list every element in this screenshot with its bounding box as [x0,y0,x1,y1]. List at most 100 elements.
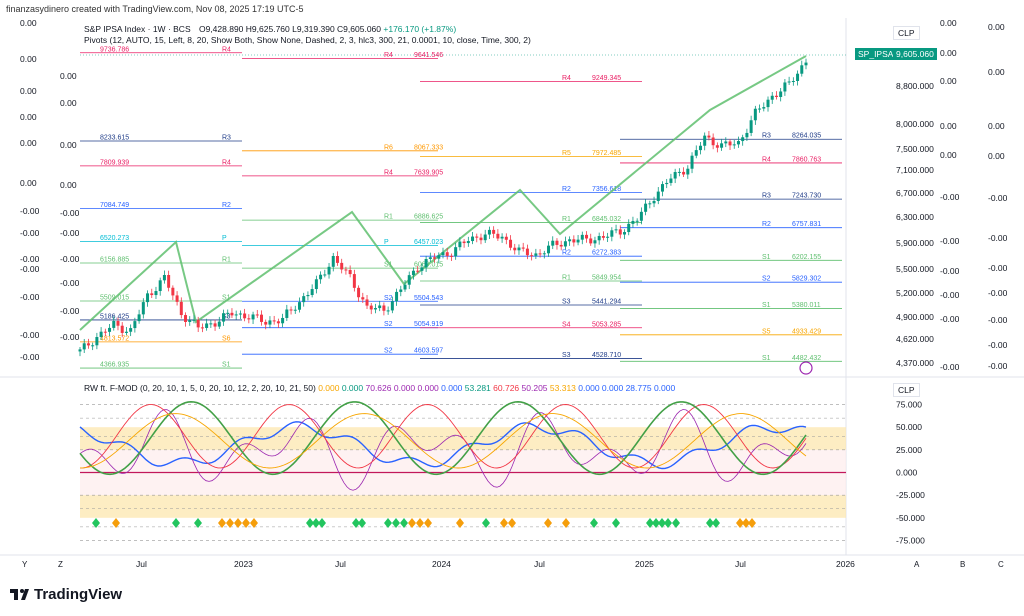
pivot-value: 5504.543 [414,295,443,302]
pivot-value: 4482.432 [792,355,821,362]
price-currency-label: CLP [893,26,920,40]
candle-body [741,137,745,142]
pivot-value: 9736.786 [100,46,129,53]
osc-value-4: 0.000 [415,383,439,393]
candle-body [774,95,778,97]
legend-oscillator[interactable]: RW ft. F-MOD (0, 20, 10, 1, 5, 0, 20, 10… [84,383,675,393]
candle-body [500,236,504,239]
extra-scale-tick: -0.00 [940,192,960,202]
pivots-indicator-label: Pivots (12, AUTO, 15, Left, 8, 20, Show … [84,35,531,45]
price-tick: 6,300.000 [896,212,934,222]
candle-body [167,274,171,288]
candle-body [319,274,323,280]
candle-body [597,236,601,241]
pivot-value: 9249.345 [592,75,621,82]
candle-body [150,293,154,296]
signal-diamond [358,518,366,528]
pivot-value: 4366.935 [100,362,129,369]
candle-body [411,270,415,276]
extra-scale-tick: 0.00 [988,22,1005,32]
signal-diamond [312,518,320,528]
pivot-value: 6272.383 [592,250,621,257]
candle-body [82,343,86,350]
extra-scale-tick: 0.00 [20,86,37,96]
extra-scale-tick: -0.00 [20,292,40,302]
candle-body [787,81,791,83]
candle-body [572,239,576,243]
candle-body [285,309,289,318]
extra-scale-tick: 0.00 [60,180,77,190]
candle-body [496,233,500,239]
extra-scale-tick: 0.00 [940,150,957,160]
candle-body [686,168,690,175]
candle-body [614,229,618,231]
candle-body [445,252,449,256]
candle-body [504,236,508,240]
legend-pivots[interactable]: Pivots (12, AUTO, 15, Left, 8, 20, Show … [84,35,531,45]
candle-body [766,99,770,108]
pivot-value: 9641.546 [414,52,443,59]
pivot-label: R2 [562,250,571,257]
signal-diamond [706,518,714,528]
candle-body [745,132,749,138]
extra-scale-tick: 0.00 [940,18,957,28]
chart-canvas[interactable]: R4 9736.786 R4 9641.546 R4 9249.345 R3 8264.035… [0,0,1024,578]
price-tick: 8,800.000 [896,81,934,91]
extra-scale-tick: 0.00 [940,76,957,86]
signal-diamond [384,518,392,528]
pivot-label: R4 [222,46,231,53]
candle-body [547,245,551,254]
pivot-label: R4 [562,75,571,82]
pivot-value: 4933.429 [792,328,821,335]
pivot-label: R3 [762,193,771,200]
extra-scale-tick: 0.00 [20,138,37,148]
candle-body [521,247,525,249]
pivot-value: 5829.302 [792,276,821,283]
candle-body [78,349,82,352]
osc-lower-band [80,495,846,518]
candle-body [433,257,437,259]
pivot-label: S5 [762,328,771,335]
signal-diamond [712,518,720,528]
pivot-value: 8264.035 [792,133,821,140]
candle-body [580,234,584,240]
osc-value-11: 0.000 [599,383,624,393]
signal-diamond [590,518,598,528]
pivot-label: S3 [562,352,571,359]
time-axis-label: 2024 [432,559,451,569]
signal-diamond [408,518,416,528]
extra-scale-tick: -0.00 [60,254,80,264]
pivot-label: P [384,239,389,246]
pivot-label: S4 [562,321,571,328]
extra-scale-tick: 0.00 [60,140,77,150]
candle-body [154,291,158,296]
pivot-label: R4 [384,169,393,176]
legend-symbol[interactable]: S&P IPSA Index · 1W · BCS O9,428.890 H9,… [84,24,456,34]
candle-body [192,319,196,321]
candle-body [589,238,593,244]
signal-diamond [92,518,100,528]
candle-body [534,253,538,256]
candle-body [656,191,660,201]
ohlc-change: +176.170 (+1.87%) [383,24,457,34]
extra-scale-tick: -0.00 [20,206,40,216]
tradingview-logo[interactable]: TradingView [10,586,122,603]
candle-body [103,331,107,333]
candle-body [728,141,732,146]
candle-body [314,279,318,290]
signal-diamond [508,518,516,528]
candle-body [483,234,487,241]
candle-body [711,137,715,146]
osc-tick: 50.000 [896,422,922,432]
candle-body [698,145,702,151]
candle-body [348,269,352,275]
candle-body [665,182,669,185]
osc-value-3: 0.000 [391,383,416,393]
candle-body [758,108,762,110]
extra-scale-tick: 0.00 [988,121,1005,131]
pivot-label: S6 [222,335,231,342]
candle-body [255,314,259,316]
extra-scale-tick: -0.00 [940,362,960,372]
candle-body [407,275,411,285]
pivot-label: R3 [222,135,231,142]
